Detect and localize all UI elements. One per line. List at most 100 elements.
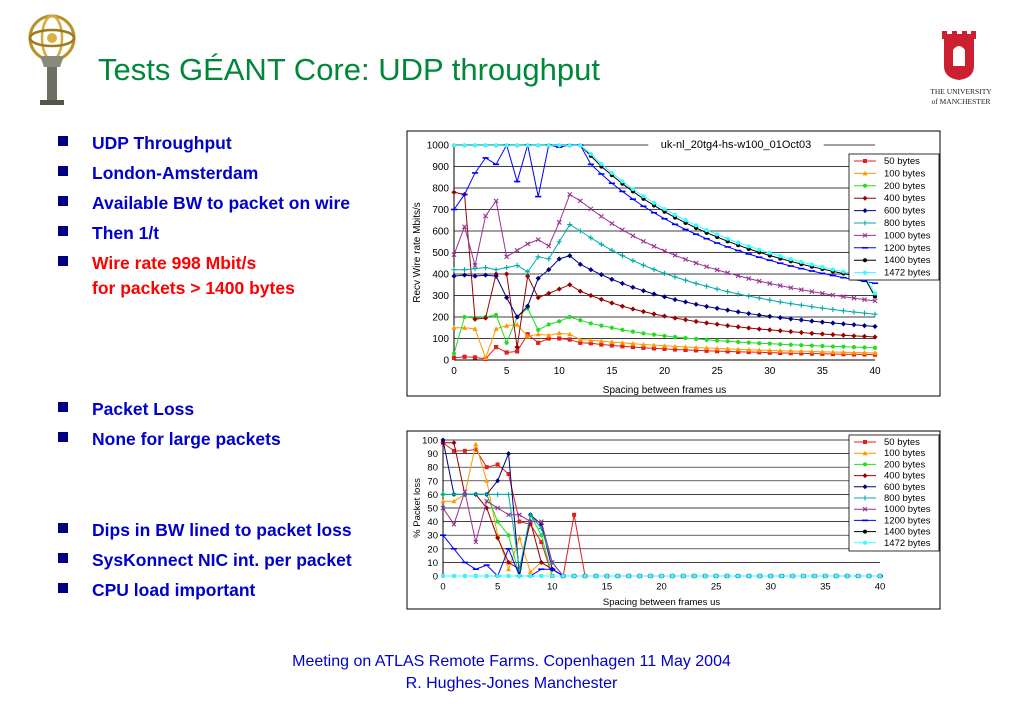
data-point xyxy=(609,170,614,176)
data-point xyxy=(820,343,825,349)
data-point xyxy=(550,574,555,578)
data-point xyxy=(863,462,867,467)
data-point xyxy=(494,312,499,317)
data-point xyxy=(820,265,825,270)
y-tick-label: 900 xyxy=(432,162,449,173)
data-point xyxy=(683,218,688,223)
data-point xyxy=(473,447,478,452)
data-point xyxy=(863,183,867,188)
data-point xyxy=(578,340,583,345)
data-point xyxy=(588,206,594,212)
legend-label: 50 bytes xyxy=(884,156,920,167)
data-point xyxy=(788,329,794,335)
data-point xyxy=(662,333,667,339)
data-point xyxy=(598,272,604,278)
data-point xyxy=(867,574,872,578)
data-point xyxy=(830,306,836,313)
data-point xyxy=(819,305,825,311)
data-point xyxy=(672,274,678,280)
data-point xyxy=(788,348,794,354)
data-point xyxy=(778,350,783,356)
data-point xyxy=(619,227,625,233)
data-point xyxy=(504,143,509,148)
data-point xyxy=(714,286,720,292)
data-point xyxy=(809,262,814,267)
data-point xyxy=(725,574,730,578)
data-point xyxy=(641,345,646,350)
bullet-text: None for large packets xyxy=(92,429,281,449)
data-point xyxy=(504,350,509,355)
data-point xyxy=(535,295,541,301)
data-point xyxy=(693,344,699,350)
data-point xyxy=(757,341,762,346)
data-point xyxy=(819,349,825,354)
data-point xyxy=(451,491,457,497)
data-point xyxy=(588,267,594,273)
x-tick-label: 20 xyxy=(659,366,671,377)
data-point xyxy=(506,472,511,476)
x-tick-label: 5 xyxy=(504,366,510,377)
bullet-text: London-Amsterdam xyxy=(92,163,259,183)
data-point xyxy=(539,533,544,538)
data-point xyxy=(536,143,541,148)
data-point xyxy=(609,220,615,226)
bullet-text: UDP Throughput xyxy=(92,133,232,153)
data-point xyxy=(777,299,783,305)
data-point xyxy=(872,311,878,317)
data-point xyxy=(640,341,647,347)
x-tick-label: 0 xyxy=(451,366,457,377)
data-point xyxy=(535,331,541,337)
data-point xyxy=(604,574,609,578)
data-point xyxy=(472,326,478,331)
data-point xyxy=(525,333,531,339)
data-point xyxy=(863,258,867,263)
data-point xyxy=(861,323,868,329)
footer-line-1: Meeting on ATLAS Remote Farms. Copenhage… xyxy=(292,653,731,670)
data-point xyxy=(567,253,573,259)
data-point xyxy=(767,297,773,303)
bullet-marker xyxy=(58,196,68,206)
bullet-text: Wire rate 998 Mbit/s xyxy=(92,253,257,273)
data-point xyxy=(756,347,762,353)
data-point xyxy=(462,489,468,495)
data-point xyxy=(506,566,512,572)
data-point xyxy=(672,315,678,321)
data-point xyxy=(682,277,689,283)
data-point xyxy=(462,143,467,148)
data-point xyxy=(556,219,562,225)
data-point xyxy=(484,498,490,504)
data-point xyxy=(672,347,678,352)
data-point xyxy=(736,339,741,345)
data-point xyxy=(809,318,815,324)
data-point xyxy=(451,273,457,279)
bullet-marker xyxy=(58,136,68,146)
data-point xyxy=(640,288,647,294)
data-point xyxy=(630,306,636,312)
data-point xyxy=(451,252,457,258)
data-point xyxy=(704,228,709,233)
x-tick-label: 20 xyxy=(656,582,667,593)
data-point xyxy=(626,574,631,578)
series-1200-bytes xyxy=(450,143,879,285)
data-point xyxy=(861,333,868,339)
university-of-manchester-logo: THE UNIVERSITY of MANCHESTER xyxy=(930,31,992,106)
data-point xyxy=(725,270,731,276)
data-point xyxy=(798,302,804,308)
y-tick-label: 700 xyxy=(432,205,449,216)
x-tick-label: 30 xyxy=(764,366,776,377)
data-point xyxy=(451,448,456,453)
data-point xyxy=(735,324,741,330)
data-point xyxy=(809,330,815,336)
data-point xyxy=(809,343,814,348)
data-point xyxy=(767,250,772,256)
data-point xyxy=(495,519,500,524)
data-point xyxy=(495,532,501,538)
data-point xyxy=(714,267,720,273)
data-point xyxy=(482,272,489,278)
legend-label: 800 bytes xyxy=(884,493,925,504)
data-point xyxy=(451,440,457,446)
data-point xyxy=(681,574,686,578)
data-point xyxy=(451,143,457,148)
data-point xyxy=(516,566,522,572)
data-point xyxy=(451,521,457,527)
